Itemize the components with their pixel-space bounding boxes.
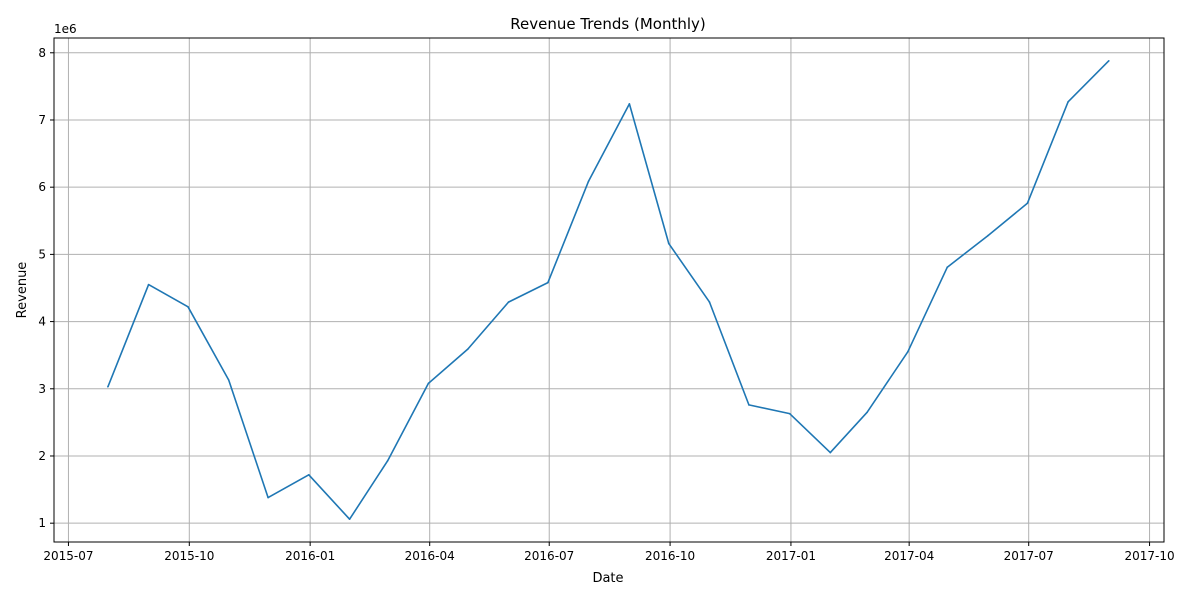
- data-point: [866, 411, 868, 414]
- y-tick-label: 5: [38, 247, 46, 261]
- data-point: [227, 379, 230, 381]
- data-point: [907, 351, 909, 353]
- x-tick-label: 2016-04: [405, 549, 455, 563]
- data-point: [708, 301, 711, 303]
- data-point: [147, 283, 150, 286]
- chart-title: Revenue Trends (Monthly): [510, 15, 706, 33]
- x-tick-label: 2016-07: [524, 549, 574, 563]
- y-tick-label: 4: [38, 315, 46, 329]
- x-tick-label: 2017-01: [766, 549, 816, 563]
- data-point: [628, 103, 631, 105]
- y-axis-title: Revenue: [15, 262, 30, 319]
- x-axis-title: Date: [592, 571, 623, 586]
- data-point: [946, 266, 949, 268]
- series-line-revenue: [107, 60, 1110, 521]
- data-point: [987, 234, 989, 237]
- data-point: [1026, 202, 1029, 205]
- data-point: [788, 412, 791, 415]
- data-point: [267, 496, 269, 499]
- series-layer: [107, 60, 1110, 521]
- data-point: [427, 382, 430, 385]
- grid-lines: [54, 38, 1164, 542]
- data-point: [667, 242, 670, 245]
- data-point: [466, 348, 469, 350]
- data-point: [1108, 60, 1110, 62]
- x-tick-label: 2016-01: [285, 549, 335, 563]
- y-tick-label: 2: [38, 449, 46, 463]
- data-point: [348, 518, 351, 520]
- data-point: [587, 180, 590, 182]
- x-tick-label: 2017-04: [884, 549, 934, 563]
- y-axis-ticks: 1 2 3 4 5 6 7 8: [38, 46, 54, 530]
- plot-frame: [53, 37, 1165, 543]
- x-tick-label: 2015-10: [164, 549, 214, 563]
- data-point: [308, 474, 310, 476]
- data-point: [107, 385, 109, 388]
- data-point: [547, 281, 549, 284]
- data-point: [507, 301, 510, 303]
- y-tick-label: 7: [38, 113, 46, 127]
- data-point: [829, 451, 832, 454]
- x-axis-ticks: 2015-07 2015-10 2016-01 2016-04 2016-07 2016-…: [43, 542, 1175, 563]
- x-tick-label: 2017-10: [1124, 549, 1174, 563]
- x-tick-label: 2015-07: [43, 549, 93, 563]
- data-point: [187, 306, 189, 308]
- data-point: [1067, 101, 1069, 103]
- x-tick-label: 2017-07: [1004, 549, 1054, 563]
- y-tick-label: 3: [38, 382, 46, 396]
- data-point: [386, 459, 389, 462]
- y-tick-label: 6: [38, 180, 46, 194]
- x-tick-label: 2016-10: [645, 549, 695, 563]
- data-point: [748, 404, 750, 406]
- y-offset-label: 1e6: [54, 22, 77, 36]
- y-tick-label: 1: [38, 516, 46, 530]
- y-tick-label: 8: [38, 46, 46, 60]
